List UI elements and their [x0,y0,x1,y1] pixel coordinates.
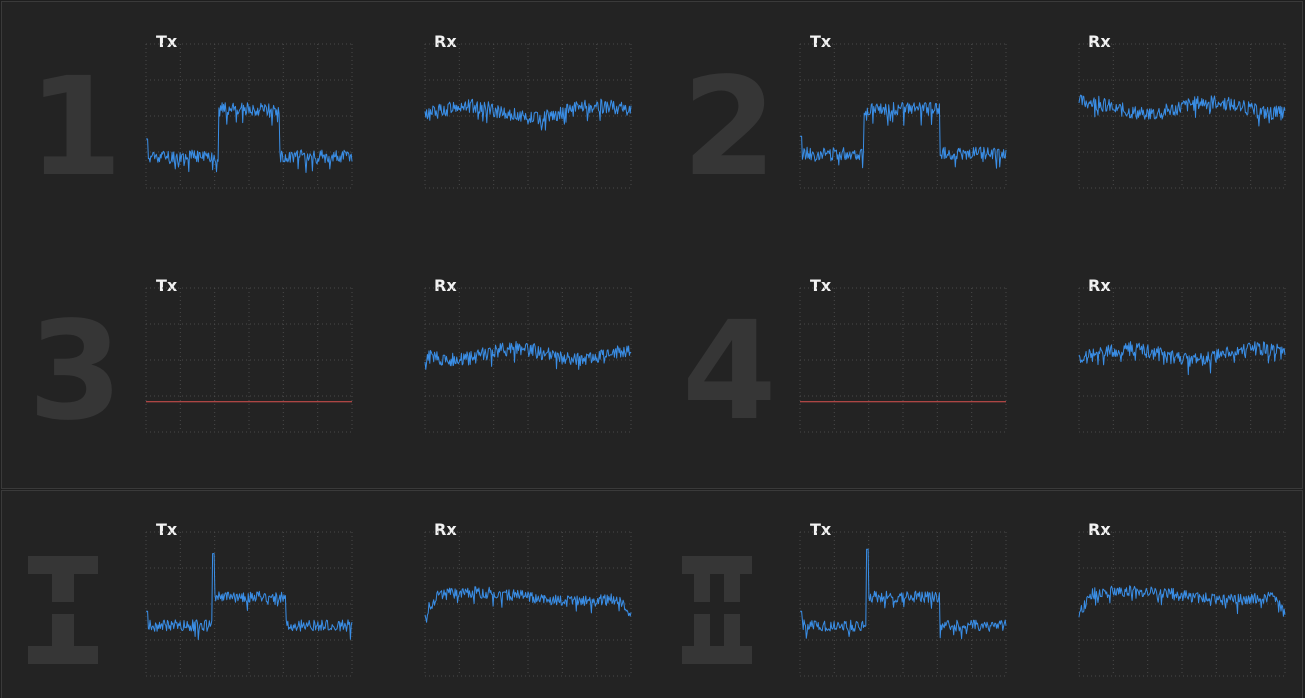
signal-trace [1078,585,1286,618]
chart-title-tx-4: Tx [810,276,832,295]
chart-tx-I [145,531,353,677]
chart-title-tx-I: Tx [156,520,178,539]
chart-tx-1 [145,43,353,189]
port-label-II [682,556,752,664]
chart-title-tx-1: Tx [156,32,178,51]
signal-trace [1078,94,1286,127]
chart-title-rx-II: Rx [1088,520,1111,539]
chart-title-rx-1: Rx [434,32,457,51]
signal-trace [800,101,1007,169]
ports-panel [1,1,1303,489]
chart-grid [1078,43,1286,189]
signal-trace [424,586,632,623]
port-label-1: 1 [28,49,123,207]
chart-title-rx-4: Rx [1088,276,1111,295]
chart-rx-I [424,531,632,677]
chart-rx-1 [424,43,632,189]
port-label-3: 3 [28,293,123,451]
port-label-I [28,556,98,664]
chart-tx-3 [145,287,353,433]
signal-trace [424,98,632,131]
signal-trace [424,341,632,370]
chart-rx-3 [424,287,632,433]
signal-trace [146,102,353,173]
chart-rx-II [1078,531,1286,677]
signal-trace [800,548,1007,640]
signal-trace [146,553,353,640]
port-label-4: 4 [682,293,777,451]
chart-title-tx-3: Tx [156,276,178,295]
chart-title-tx-II: Tx [810,520,832,539]
chart-grid [424,531,632,677]
chart-grid [145,531,353,677]
chart-tx-2 [799,43,1007,189]
chart-title-rx-I: Rx [434,520,457,539]
chart-grid [1078,531,1286,677]
chart-grid [145,287,353,433]
chart-title-rx-3: Rx [434,276,457,295]
signal-trace [1078,341,1286,376]
chart-grid [1078,287,1286,433]
chart-title-rx-2: Rx [1088,32,1111,51]
chart-title-tx-2: Tx [810,32,832,51]
chart-tx-II [799,531,1007,677]
chart-rx-2 [1078,43,1286,189]
chart-grid [145,43,353,189]
chart-grid [799,531,1007,677]
chart-tx-4 [799,287,1007,433]
port-label-2: 2 [682,49,777,207]
ports-panel-secondary [1,490,1303,698]
chart-rx-4 [1078,287,1286,433]
chart-grid [799,287,1007,433]
